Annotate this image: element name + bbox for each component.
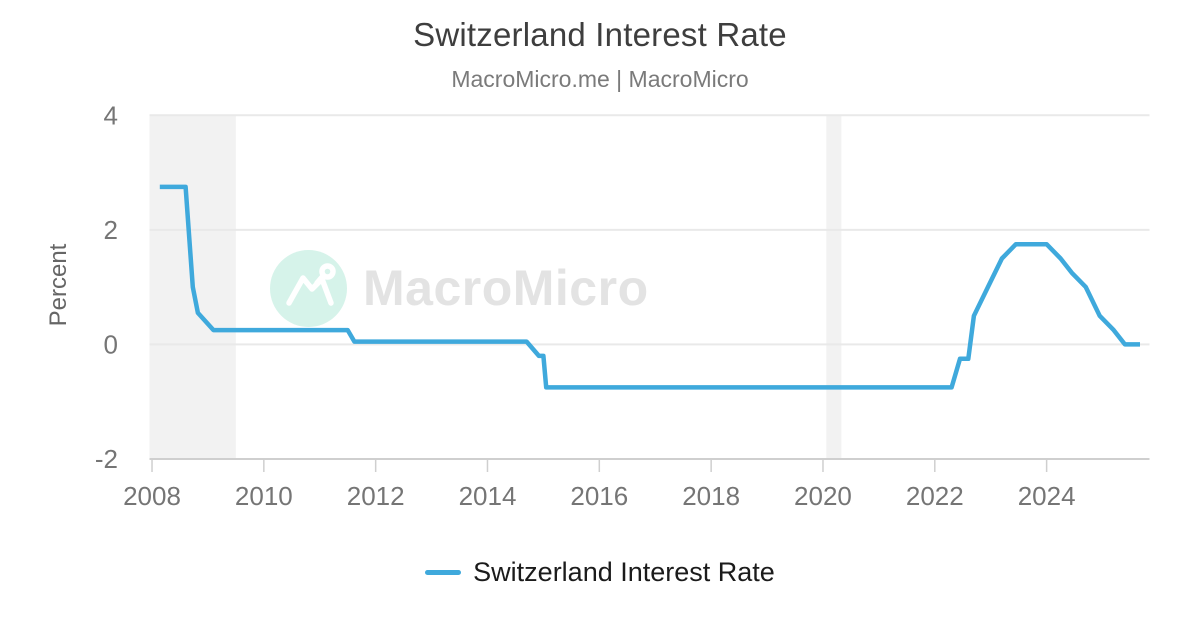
- plot-generated-layer: 2008 2010 2012 2014 2016 2018 2020 2022 2024 4 2 0 -…: [95, 100, 1150, 511]
- x-tick-label-2012: 2012: [347, 481, 405, 511]
- legend-line-marker: [425, 569, 462, 575]
- y-axis-title: Percent: [45, 243, 72, 326]
- legend-series-label: Switzerland Interest Rate: [473, 556, 775, 587]
- x-tick-label-2014: 2014: [459, 481, 517, 511]
- x-tick-label-2016: 2016: [570, 481, 628, 511]
- x-tick-label-2010: 2010: [235, 481, 293, 511]
- recession-band: [826, 115, 842, 460]
- x-tick-label-2008: 2008: [123, 481, 181, 511]
- y-tick-label-0: 0: [104, 329, 118, 359]
- y-tick-label-2: 2: [104, 215, 118, 245]
- x-tick-label-2024: 2024: [1018, 481, 1076, 511]
- legend-item-switzerland-interest-rate[interactable]: Switzerland Interest Rate: [0, 550, 1200, 594]
- series-line-switzerland-interest-rate[interactable]: [159, 184, 1140, 390]
- chart-subtitle: MacroMicro.me | MacroMicro: [451, 66, 749, 92]
- chart-title: Switzerland Interest Rate: [413, 16, 787, 53]
- y-tick-label--2: -2: [95, 444, 118, 474]
- x-tick-label-2020: 2020: [794, 481, 852, 511]
- y-tick-label-4: 4: [104, 100, 118, 130]
- x-tick-label-2018: 2018: [682, 481, 740, 511]
- x-tick-label-2022: 2022: [906, 481, 964, 511]
